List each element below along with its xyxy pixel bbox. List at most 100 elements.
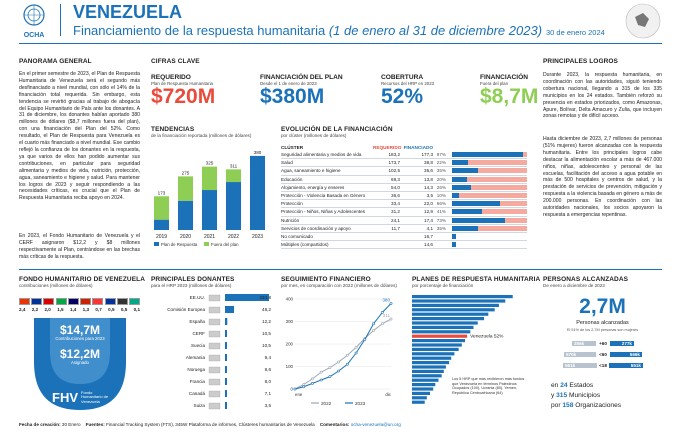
cluster-name: No comunicado bbox=[281, 233, 313, 239]
bar-total-label: 325 bbox=[206, 161, 214, 166]
bar-total-label: 380 bbox=[254, 150, 262, 155]
cluster-name: Protección bbox=[281, 201, 303, 207]
plan-bar bbox=[412, 330, 471, 334]
cluster-row: Servicios de coordinación y apoyo 11,7 4,1… bbox=[281, 225, 527, 233]
plan-bar bbox=[412, 308, 495, 312]
kpi-fuera: FINANCIACIÓN Fuera del plan $8,7M bbox=[480, 74, 539, 108]
cluster-name: Educación bbox=[281, 176, 303, 182]
planes-title: PLANES DE RESPUESTA HUMANITARIA bbox=[412, 276, 541, 283]
cifras-title: CIFRAS CLAVE bbox=[151, 58, 200, 65]
flag-value: 2,0 bbox=[44, 307, 51, 312]
flag-icon bbox=[208, 342, 221, 350]
plan-bar bbox=[412, 347, 459, 351]
pyramid-right: 277k bbox=[610, 340, 634, 346]
legend-fuera: Fuera del plan bbox=[211, 242, 239, 247]
pyramid-left: 256k bbox=[572, 340, 596, 346]
donantes-chart: EE.UU. 234,8 Comisión Europea 48,2 España 12,… bbox=[167, 294, 272, 410]
cluster-name: Nutrición bbox=[281, 217, 300, 223]
cluster-name: Protección - Violencia Basada en Género bbox=[281, 193, 366, 199]
plan-bar bbox=[412, 383, 436, 387]
flag-value: 1,5 bbox=[57, 307, 64, 312]
donor-label: Noruega bbox=[187, 367, 205, 372]
donor-bar bbox=[225, 390, 227, 397]
series-point bbox=[363, 338, 367, 341]
donor-bar bbox=[225, 342, 227, 349]
cluster-req: 11,7 bbox=[391, 225, 400, 231]
donor-label: Comisión Europea bbox=[167, 307, 205, 312]
donor-bar bbox=[225, 330, 227, 337]
cluster-name: Alojamiento, energía y enseres bbox=[281, 184, 345, 190]
cluster-row: Alojamiento, energía y enseres 54,0 14,3 26… bbox=[281, 184, 527, 192]
bar-plan-2021 bbox=[202, 190, 217, 230]
cluster-req: 102,5 bbox=[388, 168, 401, 174]
flag-icon bbox=[31, 298, 43, 305]
fondo-sub: contribuciones (millones de dólares) bbox=[19, 283, 93, 288]
cluster-bar bbox=[452, 184, 471, 190]
series-point bbox=[328, 375, 332, 379]
alcanzadas-title: PERSONAS ALCANZADAS bbox=[543, 276, 629, 283]
legend-label: 2022 bbox=[321, 401, 332, 406]
flag-icon bbox=[208, 354, 221, 362]
flag-icon bbox=[208, 330, 221, 338]
donantes-title: PRINCIPALES DONANTES bbox=[151, 276, 235, 283]
plan-bar bbox=[412, 343, 462, 347]
seguimiento-sub: por mes, en comparación con 2022 (millon… bbox=[281, 283, 397, 288]
x-tick-label: dic bbox=[385, 392, 391, 397]
plan-bar bbox=[412, 369, 444, 373]
flag-value: 2,2 bbox=[31, 307, 39, 312]
donor-value: 12,2 bbox=[262, 319, 271, 324]
cluster-bar bbox=[452, 176, 467, 182]
pyramid-right: 566k bbox=[610, 351, 642, 357]
plan-bar bbox=[412, 374, 442, 378]
cluster-fin: 17,4 bbox=[424, 217, 433, 223]
cluster-req: 183,2 bbox=[388, 152, 401, 158]
donor-value: 9,4 bbox=[265, 355, 272, 360]
donor-value: 8,0 bbox=[265, 379, 272, 384]
cluster-req: 36,6 bbox=[391, 193, 400, 199]
legend-plan-swatch bbox=[154, 242, 159, 246]
flag-icon bbox=[208, 306, 221, 314]
kpi-financiacion: FINANCIACIÓN DEL PLAN Desde el 1 de ener… bbox=[260, 74, 343, 108]
cluster-fin: 38,8 bbox=[424, 160, 433, 166]
donor-label: Canadá bbox=[189, 391, 206, 396]
series-point bbox=[345, 362, 349, 366]
planes-chart: Venezuela 52% bbox=[412, 295, 513, 404]
flag-icon bbox=[55, 298, 67, 305]
cluster-bar bbox=[452, 209, 482, 215]
pyramid-row: 561k <18 551k bbox=[563, 360, 643, 370]
panorama-title: PANORAMA GENERAL bbox=[19, 58, 92, 65]
cluster-pct: 35% bbox=[436, 225, 446, 231]
cluster-fin: 4,1 bbox=[426, 225, 433, 231]
legend-plan: Plan de Respuesta bbox=[161, 242, 198, 247]
cluster-pct: 22% bbox=[436, 160, 446, 166]
cluster-name: Servicios de coordinación y apoyo bbox=[281, 225, 351, 231]
plan-bar bbox=[412, 325, 474, 329]
cluster-fin: 14,3 bbox=[424, 184, 433, 190]
cluster-req: 54,0 bbox=[391, 184, 400, 190]
cluster-name: Múltiples (compartidos) bbox=[281, 242, 329, 248]
plan-bar bbox=[412, 295, 513, 299]
cluster-name: Protección - Niños, Niñas y Adolescentes bbox=[281, 209, 366, 215]
plan-bar bbox=[412, 317, 485, 321]
cluster-row: Educación 69,3 13,8 20% bbox=[281, 176, 527, 184]
cluster-bar bbox=[452, 201, 501, 207]
publish-date: 30 de enero 2024 bbox=[546, 28, 605, 37]
cluster-pct: 41% bbox=[436, 209, 446, 215]
series-point bbox=[311, 381, 314, 385]
fhv-funnel bbox=[34, 318, 126, 410]
cluster-bar bbox=[452, 225, 478, 231]
un-emblem-icon bbox=[23, 4, 45, 26]
donor-bar bbox=[225, 366, 227, 373]
donor-value: 10,5 bbox=[262, 331, 271, 336]
bar-fuera-2020 bbox=[178, 176, 193, 201]
flag-value: 0,1 bbox=[133, 307, 140, 312]
tendencias-title: TENDENCIAS bbox=[151, 126, 195, 133]
plan-bar bbox=[412, 361, 450, 365]
donor-value: 10,5 bbox=[262, 343, 271, 348]
ocha-logo: OCHA bbox=[19, 3, 49, 39]
cluster-bar bbox=[452, 160, 469, 166]
fhv-contrib: $14,7M Contribuciones para 2023 bbox=[55, 323, 105, 341]
cluster-fin: 12,9 bbox=[424, 209, 433, 215]
ocha-label: OCHA bbox=[23, 32, 45, 39]
y-tick-label: 100 bbox=[286, 364, 294, 369]
